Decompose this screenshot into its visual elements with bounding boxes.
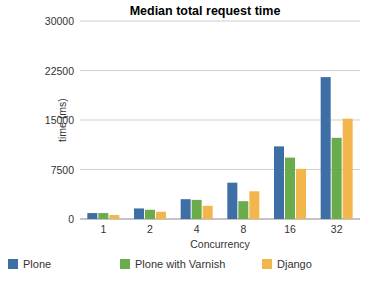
bar: [203, 206, 213, 219]
bar: [238, 201, 248, 219]
x-tick-label: 8: [240, 223, 246, 235]
chart-svg: Median total request time075001500022500…: [0, 0, 370, 300]
y-tick-label: 30000: [45, 15, 74, 27]
title: Median total request time: [130, 4, 281, 18]
legend-swatch: [8, 259, 18, 269]
bar: [227, 183, 237, 219]
legend-swatch: [262, 259, 272, 269]
grid-line: [80, 21, 360, 22]
y-tick-label: 0: [68, 213, 74, 225]
legend-label: Plone with Varnish: [135, 258, 225, 270]
bar: [274, 146, 284, 219]
grid-line: [80, 70, 360, 71]
bar: [98, 213, 108, 219]
x-tick-label: 32: [331, 223, 343, 235]
legend-swatch: [120, 259, 130, 269]
chart-root: Median total request time075001500022500…: [0, 0, 370, 300]
bars: [87, 77, 352, 219]
x-tick-label: 2: [147, 223, 153, 235]
bar: [332, 138, 342, 219]
bar: [343, 119, 353, 219]
bar: [87, 213, 97, 219]
bar: [109, 215, 119, 219]
grid-line: [80, 169, 360, 170]
y-tick-label: 7500: [51, 164, 75, 176]
x-tick-label: 4: [194, 223, 200, 235]
y-tick-label: 22500: [45, 65, 74, 77]
bar: [192, 200, 202, 219]
bar: [134, 208, 144, 219]
x-tick-label: 16: [284, 223, 296, 235]
grid-line: [80, 120, 360, 121]
bar: [145, 210, 155, 219]
bar: [156, 212, 166, 219]
legend-label: Django: [277, 258, 312, 270]
grid-line: [80, 219, 360, 220]
bar: [321, 77, 331, 219]
bar: [249, 191, 259, 219]
x-axis-label: Concurrency: [190, 238, 250, 250]
legend-label: Plone: [23, 258, 51, 270]
x-tick-label: 1: [100, 223, 106, 235]
bar: [285, 158, 295, 219]
y-axis-label: time (ms): [56, 98, 68, 142]
bar: [181, 199, 191, 219]
bar: [296, 169, 306, 219]
